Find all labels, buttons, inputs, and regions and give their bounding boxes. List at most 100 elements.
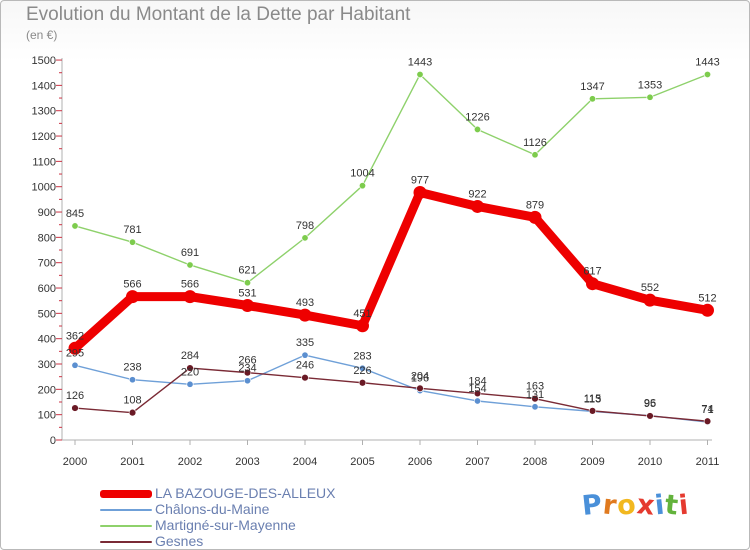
series-line-gesnes [74,367,709,422]
data-label: 295 [66,347,84,359]
y-tick-label: 600 [38,283,56,295]
data-point-la-bazouge-des-alleux [413,186,427,200]
data-label: 74 [701,403,713,415]
data-label: 566 [123,279,141,291]
data-point-la-bazouge-des-alleux [586,277,599,291]
data-label: 362 [66,330,84,342]
y-tick-label: 200 [38,384,56,396]
data-label: 196 [411,373,429,385]
data-point-martigne-sur-mayenne [416,70,424,78]
data-point-chalons-du-maine [473,397,481,405]
data-point-martigne-sur-mayenne [129,238,137,246]
data-label: 335 [296,337,314,349]
y-tick-label: 700 [38,258,56,270]
data-point-chalons-du-maine [531,403,539,411]
data-point-gesnes [531,395,539,403]
series-line-la-bazouge-des-alleux [70,188,712,353]
legend-swatch [100,541,152,543]
y-tick-label: 100 [38,410,56,422]
data-label: 922 [468,188,486,200]
data-label: 266 [238,355,256,367]
data-point-martigne-sur-mayenne [703,70,711,78]
data-label: 126 [66,390,84,402]
legend-swatch [100,509,152,511]
data-label: 781 [123,224,141,236]
data-point-martigne-sur-mayenne [473,125,481,133]
data-point-la-bazouge-des-alleux [298,308,312,322]
data-label: 204 [411,370,429,382]
x-tick-label: 2002 [178,456,202,468]
data-label: 284 [181,350,199,362]
chart-title: Evolution du Montant de la Dette par Hab… [26,4,411,25]
data-point-martigne-sur-mayenne [301,234,309,242]
data-label: 1347 [580,81,604,93]
data-point-gesnes [703,417,712,425]
data-label: 617 [583,266,601,278]
data-point-gesnes [301,373,309,382]
data-label: 96 [644,398,656,410]
data-point-gesnes [71,404,79,412]
y-tick-label: 1500 [32,55,56,67]
x-tick-label: 2003 [235,456,259,468]
legend-swatch [100,490,152,498]
data-point-martigne-sur-mayenne [244,279,252,287]
y-tick-label: 300 [38,359,56,371]
data-point-gesnes [243,368,252,377]
data-label: 234 [238,363,256,375]
legend-label: Martigné-sur-Mayenne [155,517,296,533]
y-tick-label: 1100 [32,156,56,168]
data-label: 691 [181,247,199,259]
y-tick-label: 1400 [32,80,56,92]
data-point-martigne-sur-mayenne [588,95,596,103]
data-point-gesnes [358,379,367,387]
data-label: 531 [238,287,256,299]
data-label: 220 [181,366,199,378]
data-point-chalons-du-maine [129,376,137,384]
data-point-gesnes [473,389,482,398]
data-label: 108 [123,395,141,407]
legend-label: LA BAZOUGE-DES-ALLEUX [155,485,336,501]
data-point-la-bazouge-des-alleux [68,341,82,355]
data-label: 131 [526,389,544,401]
chart-subtitle: (en €) [26,28,58,42]
data-point-gesnes [416,384,424,393]
data-label: 566 [181,279,199,291]
data-label: 95 [644,398,656,410]
data-label: 184 [468,375,486,387]
x-tick-label: 2010 [638,456,662,468]
data-label: 1126 [523,137,547,149]
data-label: 226 [353,365,371,377]
data-label: 451 [353,308,371,320]
data-label: 154 [468,383,486,395]
y-tick-label: 1200 [32,131,56,143]
data-label: 977 [411,175,429,187]
data-point-la-bazouge-des-alleux [528,210,542,224]
data-point-martigne-sur-mayenne [646,93,654,101]
data-point-chalons-du-maine [186,380,194,388]
data-label: 163 [526,381,544,393]
data-label: 71 [701,404,713,416]
y-tick-label: 400 [38,334,56,346]
data-point-martigne-sur-mayenne [71,222,79,230]
data-point-la-bazouge-des-alleux [241,298,254,312]
data-point-martigne-sur-mayenne [358,182,366,190]
x-tick-label: 2005 [350,456,374,468]
series-line-martigne-sur-mayenne [74,73,709,284]
data-point-gesnes [128,408,137,417]
legend-swatch [100,525,152,527]
x-tick-label: 2007 [465,456,489,468]
data-point-chalons-du-maine [358,364,366,372]
data-point-martigne-sur-mayenne [186,261,194,269]
y-tick-label: 800 [38,232,56,244]
data-point-chalons-du-maine [71,361,79,369]
y-tick-label: 0 [50,435,56,447]
legend-label: Châlons-du-Maine [155,501,270,517]
data-point-chalons-du-maine [301,351,309,359]
data-label: 512 [698,292,716,304]
legend-label: Gesnes [155,533,204,549]
data-point-martigne-sur-mayenne [531,151,539,159]
data-point-la-bazouge-des-alleux [183,290,197,304]
data-point-la-bazouge-des-alleux [701,303,714,317]
